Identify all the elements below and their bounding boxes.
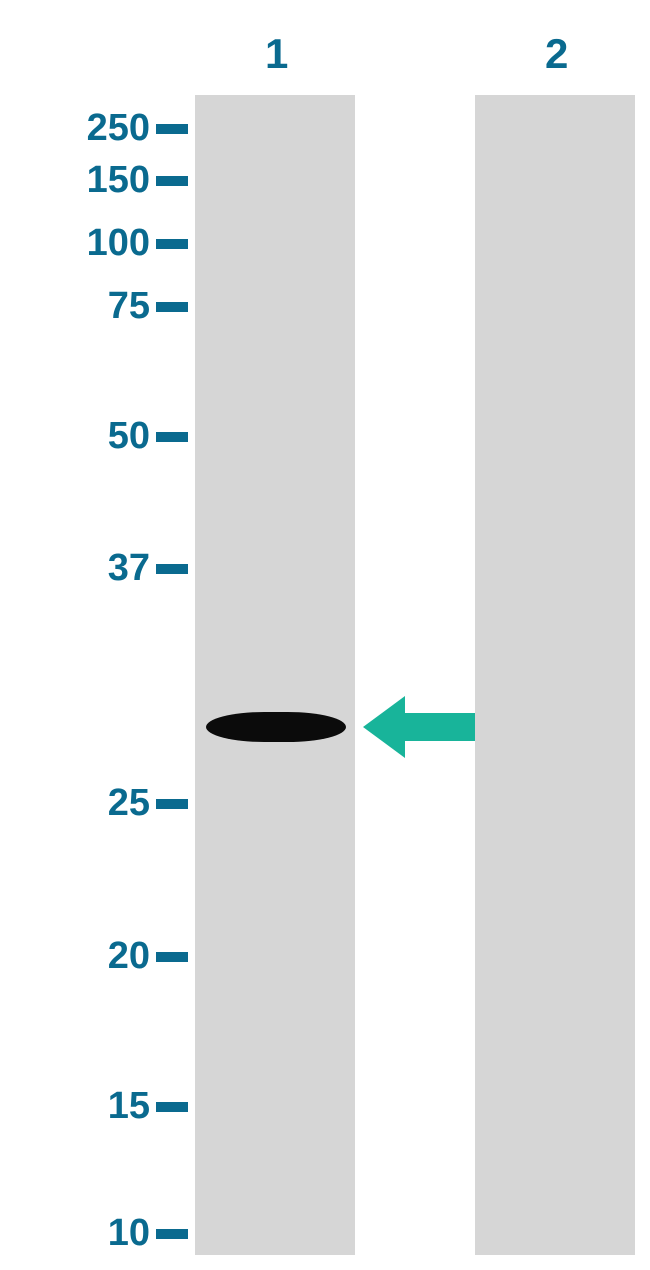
- band-indicator-arrow-icon: [363, 696, 475, 758]
- marker-25-text: 25: [55, 782, 150, 825]
- marker-15-text: 15: [55, 1085, 150, 1128]
- marker-20-dash: [156, 952, 188, 962]
- marker-20-text: 20: [55, 935, 150, 978]
- marker-37: 37: [55, 547, 188, 590]
- marker-75: 75: [55, 285, 188, 328]
- marker-37-text: 37: [55, 547, 150, 590]
- marker-25: 25: [55, 782, 188, 825]
- marker-100: 100: [55, 222, 188, 265]
- lane-1-label-text: 1: [265, 30, 288, 77]
- marker-250: 250: [55, 107, 188, 150]
- lane-1-label: 1: [265, 30, 288, 78]
- marker-20: 20: [55, 935, 188, 978]
- lane-2: [475, 95, 635, 1255]
- marker-10: 10: [55, 1212, 188, 1255]
- lane-2-label: 2: [545, 30, 568, 78]
- marker-25-dash: [156, 799, 188, 809]
- marker-150: 150: [55, 159, 188, 202]
- marker-50-text: 50: [55, 415, 150, 458]
- marker-50-dash: [156, 432, 188, 442]
- marker-150-text: 150: [55, 159, 150, 202]
- marker-100-text: 100: [55, 222, 150, 265]
- marker-15-dash: [156, 1102, 188, 1112]
- protein-band-lane-1: [206, 712, 346, 742]
- marker-250-dash: [156, 124, 188, 134]
- marker-75-dash: [156, 302, 188, 312]
- lane-1: [195, 95, 355, 1255]
- marker-10-text: 10: [55, 1212, 150, 1255]
- western-blot-figure: 1 2 250 150 100 75 50 37 25 20 15: [0, 0, 650, 1270]
- marker-10-dash: [156, 1229, 188, 1239]
- marker-100-dash: [156, 239, 188, 249]
- marker-50: 50: [55, 415, 188, 458]
- marker-250-text: 250: [55, 107, 150, 150]
- marker-75-text: 75: [55, 285, 150, 328]
- marker-15: 15: [55, 1085, 188, 1128]
- marker-150-dash: [156, 176, 188, 186]
- lane-2-label-text: 2: [545, 30, 568, 77]
- marker-37-dash: [156, 564, 188, 574]
